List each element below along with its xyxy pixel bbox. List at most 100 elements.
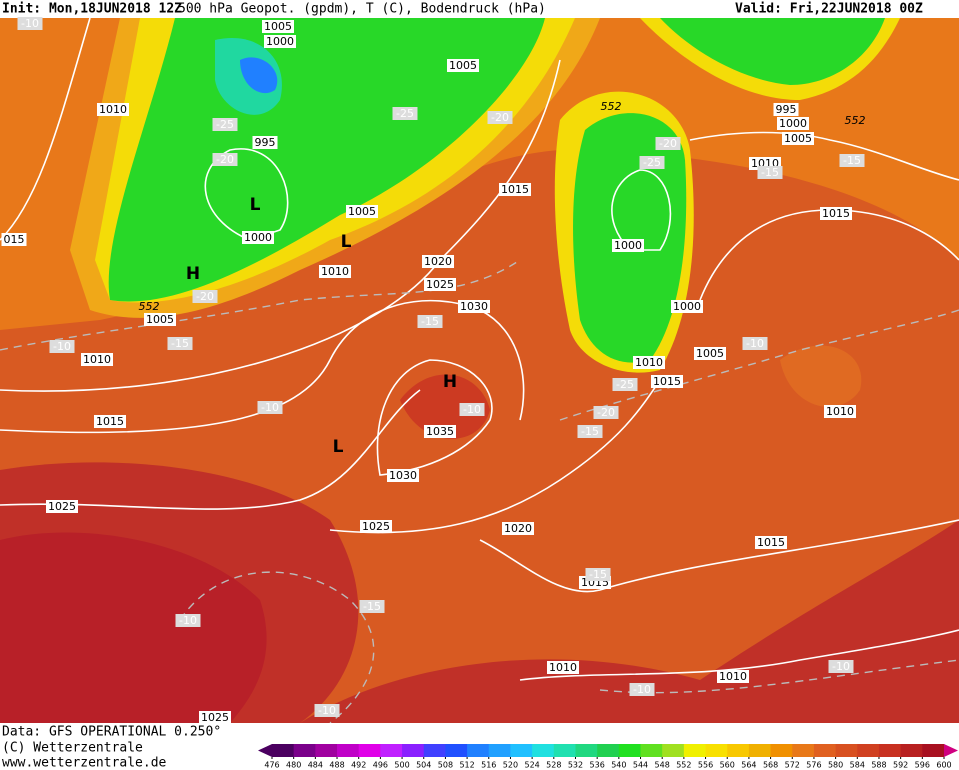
colorbar-segment bbox=[662, 744, 685, 757]
temperature-label-bg bbox=[314, 704, 340, 717]
temperature-label: -10 bbox=[832, 660, 850, 673]
pressure-label-bg bbox=[81, 353, 113, 366]
colorbar-label: 476 bbox=[264, 761, 279, 770]
colorbar-label: 508 bbox=[438, 761, 453, 770]
data-source: Data: GFS OPERATIONAL 0.250° bbox=[2, 725, 221, 740]
map-title: 500 hPa Geopot. (gpdm), T (C), Bodendruc… bbox=[178, 2, 546, 17]
colorbar-label: 596 bbox=[915, 761, 930, 770]
pressure-label-bg bbox=[633, 356, 665, 369]
pressure-center: L bbox=[341, 232, 352, 252]
temperature-label-bg bbox=[577, 425, 603, 438]
colorbar-label: 480 bbox=[286, 761, 301, 770]
temperature-label-bg bbox=[212, 153, 238, 166]
temperature-label: -15 bbox=[421, 315, 439, 328]
temperature-label: -15 bbox=[843, 154, 861, 167]
init-time: Init: Mon,18JUN2018 12Z bbox=[2, 2, 182, 17]
temperature-label: -10 bbox=[463, 403, 481, 416]
colorbar-segment bbox=[488, 744, 511, 757]
pressure-label: 995 bbox=[255, 136, 276, 149]
temperature-label: -10 bbox=[746, 337, 764, 350]
colorbar-label: 504 bbox=[416, 761, 431, 770]
colorbar-segment bbox=[878, 744, 902, 757]
pressure-label-bg bbox=[502, 522, 534, 535]
pressure-label: 1015 bbox=[822, 207, 850, 220]
colorbar-label: 512 bbox=[459, 761, 474, 770]
colorbar-label: 536 bbox=[590, 761, 605, 770]
colorbar-label: 600 bbox=[936, 761, 951, 770]
colorbar-label: 532 bbox=[568, 761, 583, 770]
pressure-label: 1010 bbox=[635, 356, 663, 369]
pressure-label-bg bbox=[46, 500, 78, 513]
pressure-label-bg bbox=[144, 313, 176, 326]
map-background bbox=[0, 18, 959, 723]
valid-time: Valid: Fri,22JUN2018 00Z bbox=[735, 2, 923, 17]
temperature-label: -10 bbox=[633, 683, 651, 696]
temperature-label-bg bbox=[612, 378, 638, 391]
colorbar-end bbox=[258, 744, 272, 757]
temperature-label: -15 bbox=[581, 425, 599, 438]
temperature-label: -15 bbox=[363, 600, 381, 613]
geopotential-label: 552 bbox=[845, 114, 866, 127]
pressure-label-bg bbox=[612, 239, 644, 252]
map-labels: 1005100010051010995100010051010101510201… bbox=[1, 17, 866, 724]
pressure-label: 1005 bbox=[348, 205, 376, 218]
temperature-label: -20 bbox=[491, 111, 509, 124]
pressure-label-bg bbox=[773, 103, 799, 116]
pressure-label-bg bbox=[262, 20, 294, 33]
colorbar-segment bbox=[683, 744, 707, 757]
colorbar-segment bbox=[423, 744, 446, 757]
temperature-label: -10 bbox=[21, 17, 39, 30]
pressure-label-bg bbox=[755, 536, 787, 549]
temperature-label-bg bbox=[359, 600, 385, 613]
temperature-label: -25 bbox=[643, 156, 661, 169]
temperature-label: -10 bbox=[261, 401, 279, 414]
temperature-label-bg bbox=[212, 118, 238, 131]
pressure-label: 1010 bbox=[321, 265, 349, 278]
pressure-label: 1015 bbox=[96, 415, 124, 428]
colorbar-label: 492 bbox=[351, 761, 366, 770]
pressure-label: 1000 bbox=[266, 35, 294, 48]
temperature-label-bg bbox=[487, 111, 513, 124]
colorbar-segment bbox=[705, 744, 728, 757]
colorbar-segment bbox=[792, 744, 815, 757]
colorbar-label: 484 bbox=[308, 761, 323, 770]
temperature-label-bg bbox=[192, 290, 218, 303]
temperature-label: -25 bbox=[216, 118, 234, 131]
colorbar-label: 544 bbox=[633, 761, 648, 770]
pressure-label: 1025 bbox=[201, 711, 229, 724]
pressure-label-bg bbox=[651, 375, 683, 388]
pressure-label-bg bbox=[252, 136, 278, 149]
pressure-label-bg bbox=[199, 711, 231, 724]
pressure-label-bg bbox=[242, 231, 274, 244]
pressure-center: H bbox=[443, 372, 457, 392]
colorbar-label: 516 bbox=[481, 761, 496, 770]
temperature-label-bg bbox=[175, 614, 201, 627]
colorbar-label: 568 bbox=[763, 761, 778, 770]
pressure-label-bg bbox=[671, 300, 703, 313]
geopotential-label: 552 bbox=[139, 300, 160, 313]
pressure-label: 1010 bbox=[549, 661, 577, 674]
pressure-label-bg bbox=[499, 183, 531, 196]
temperature-label: -15 bbox=[171, 337, 189, 350]
colorbar-segment bbox=[770, 744, 793, 757]
isobars bbox=[0, 17, 959, 681]
colorbar-segment bbox=[467, 744, 490, 757]
pressure-center: L bbox=[333, 437, 344, 457]
temperature-label: -20 bbox=[196, 290, 214, 303]
geopotential-label: 552 bbox=[601, 100, 622, 113]
colorbar-label: 552 bbox=[676, 761, 691, 770]
colorbar-segment bbox=[272, 744, 295, 757]
temperature-label: -15 bbox=[761, 166, 779, 179]
pressure-label: 1015 bbox=[501, 183, 529, 196]
temperature-isolines bbox=[0, 259, 959, 724]
pressure-label: 1010 bbox=[99, 103, 127, 116]
colorbar-label: 528 bbox=[546, 761, 561, 770]
pressure-label-bg bbox=[94, 415, 126, 428]
pressure-label: 1005 bbox=[696, 347, 724, 360]
temperature-label: -25 bbox=[396, 107, 414, 120]
colorbar-segment bbox=[337, 744, 360, 757]
colorbar-label: 584 bbox=[850, 761, 865, 770]
pressure-label-bg bbox=[547, 661, 579, 674]
colorbar-segment bbox=[402, 744, 425, 757]
colorbar-segment bbox=[553, 744, 576, 757]
